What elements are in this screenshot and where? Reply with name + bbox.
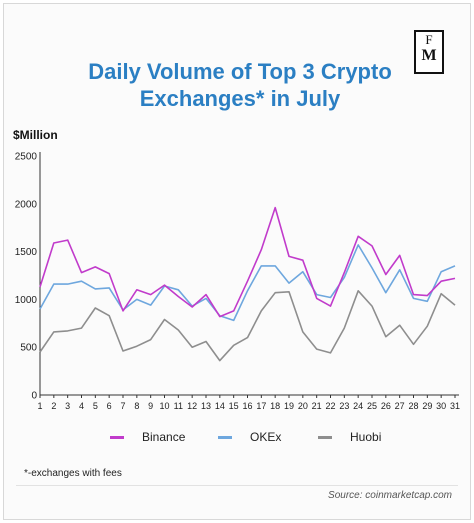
x-tick-label: 18	[270, 401, 280, 411]
x-tick-label: 1	[37, 401, 42, 411]
x-tick-label: 17	[256, 401, 266, 411]
x-tick-label: 31	[450, 401, 460, 411]
fm-logo: F M	[414, 30, 444, 74]
x-tick-label: 25	[367, 401, 377, 411]
y-tick-label: 1000	[15, 295, 38, 306]
x-tick-label: 13	[201, 401, 211, 411]
legend-swatch-binance	[110, 436, 124, 439]
series-line-binance	[39, 206, 456, 318]
legend-label-okex: OKEx	[250, 430, 282, 444]
chart-title: Daily Volume of Top 3 Crypto Exchanges* …	[40, 58, 440, 112]
x-tick-label: 19	[284, 401, 294, 411]
legend-swatch-okex	[218, 436, 232, 439]
x-tick-label: 15	[229, 401, 239, 411]
y-tick-label: 1500	[15, 247, 38, 258]
x-tick-label: 3	[65, 401, 70, 411]
legend-label-binance: Binance	[142, 430, 186, 444]
chart-title-line2: Exchanges* in July	[139, 86, 341, 111]
logo-letter-top: F	[425, 32, 433, 47]
series-line-okex	[39, 244, 456, 322]
y-tick-label: 0	[31, 391, 37, 402]
x-tick-label: 30	[436, 401, 446, 411]
x-tick-label: 24	[353, 401, 363, 411]
x-tick-label: 21	[312, 401, 322, 411]
x-tick-label: 8	[134, 401, 139, 411]
x-tick-label: 11	[174, 401, 183, 411]
x-tick-label: 20	[298, 401, 308, 411]
x-tick-label: 2	[51, 401, 56, 411]
legend-label-huobi: Huobi	[350, 430, 382, 444]
source-divider	[16, 485, 458, 486]
x-tick-label: 4	[79, 401, 84, 411]
x-tick-label: 10	[159, 401, 169, 411]
chart-axes	[39, 152, 459, 396]
x-tick-label: 14	[215, 401, 225, 411]
x-tick-label: 12	[187, 401, 197, 411]
series-line-huobi	[39, 289, 456, 362]
x-tick-label: 23	[339, 401, 349, 411]
x-tick-label: 9	[148, 401, 153, 411]
y-tick-label: 2500	[15, 152, 38, 163]
x-tick-label: 7	[120, 401, 125, 411]
y-tick-labels: 0 500 1000 1500 2000 2500	[15, 152, 38, 402]
x-tick-label: 22	[325, 401, 335, 411]
y-tick-label: 500	[20, 343, 37, 354]
x-tick-label: 5	[93, 401, 98, 411]
x-tick-labels: 1 2 3 4 5 6 7 8 9 10 11 12 13 14 15 16 17 18 19 20 21 22 23 24 2…	[37, 395, 460, 411]
y-tick-label: 2000	[15, 199, 38, 210]
x-tick-label: 6	[107, 401, 112, 411]
x-tick-label: 27	[395, 401, 405, 411]
chart-title-line1: Daily Volume of Top 3 Crypto	[88, 59, 392, 84]
footnote: *-exchanges with fees	[24, 468, 122, 479]
y-axis-label: $Million	[13, 128, 58, 142]
x-tick-label: 28	[408, 401, 418, 411]
x-tick-label: 16	[242, 401, 252, 411]
x-tick-label: 29	[422, 401, 432, 411]
logo-letter-bottom: M	[421, 47, 437, 64]
x-tick-label: 26	[381, 401, 391, 411]
infographic-frame	[3, 3, 471, 520]
source-credit: Source: coinmarketcap.com	[328, 490, 452, 501]
legend-swatch-huobi	[318, 436, 332, 439]
series-lines	[39, 206, 456, 362]
